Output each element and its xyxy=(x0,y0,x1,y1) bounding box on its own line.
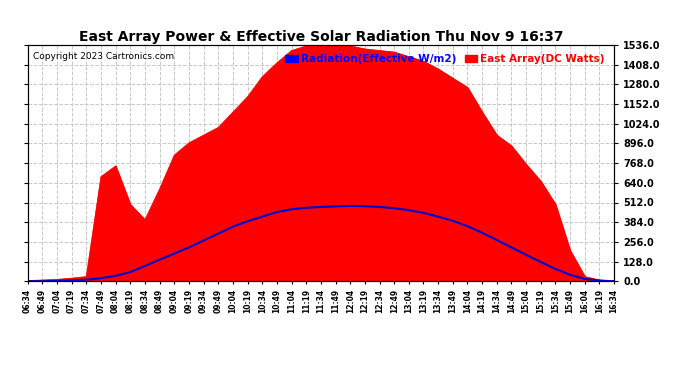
Legend: Radiation(Effective W/m2), East Array(DC Watts): Radiation(Effective W/m2), East Array(DC… xyxy=(281,50,609,69)
Title: East Array Power & Effective Solar Radiation Thu Nov 9 16:37: East Array Power & Effective Solar Radia… xyxy=(79,30,563,44)
Text: Copyright 2023 Cartronics.com: Copyright 2023 Cartronics.com xyxy=(34,52,175,61)
